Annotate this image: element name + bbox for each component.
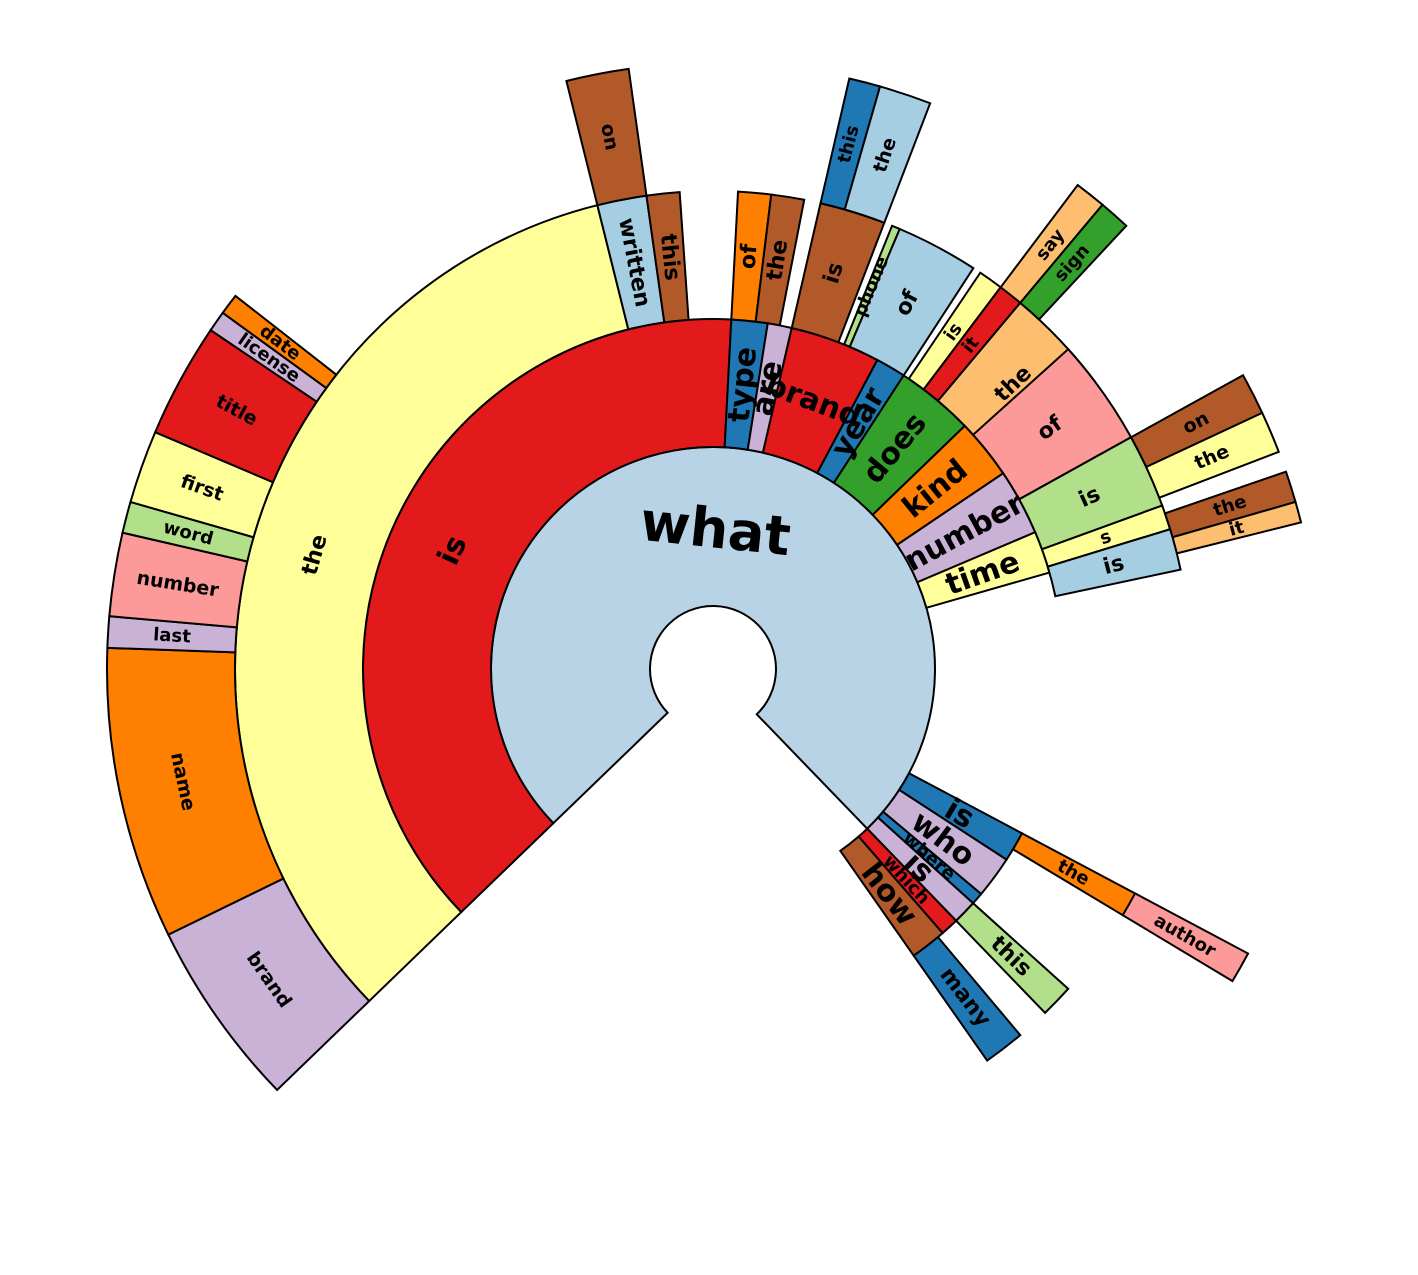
label-number-s-it: it <box>1227 517 1247 541</box>
segment-is-the-date[interactable] <box>221 294 338 390</box>
segment-is-this[interactable] <box>645 191 690 324</box>
label-is-written-on: on <box>596 122 623 152</box>
segment-does-the-sign[interactable] <box>1018 203 1128 321</box>
segment-is2-the-author[interactable] <box>1121 892 1250 983</box>
segment-how-many[interactable] <box>912 935 1022 1062</box>
label-is-this: this <box>655 233 685 282</box>
segment-brand-is-the[interactable] <box>843 85 932 225</box>
segment-time-is[interactable] <box>1046 527 1182 598</box>
segments-layer <box>106 67 1303 1092</box>
segment-time[interactable] <box>916 530 1051 610</box>
label-what: what <box>637 490 793 568</box>
segment-brand-of[interactable] <box>848 227 975 377</box>
segment-number-is-the[interactable] <box>1144 411 1281 499</box>
label-type-of: of <box>736 243 763 270</box>
label-is-the-last: last <box>153 624 192 647</box>
label-type: type <box>722 345 765 424</box>
